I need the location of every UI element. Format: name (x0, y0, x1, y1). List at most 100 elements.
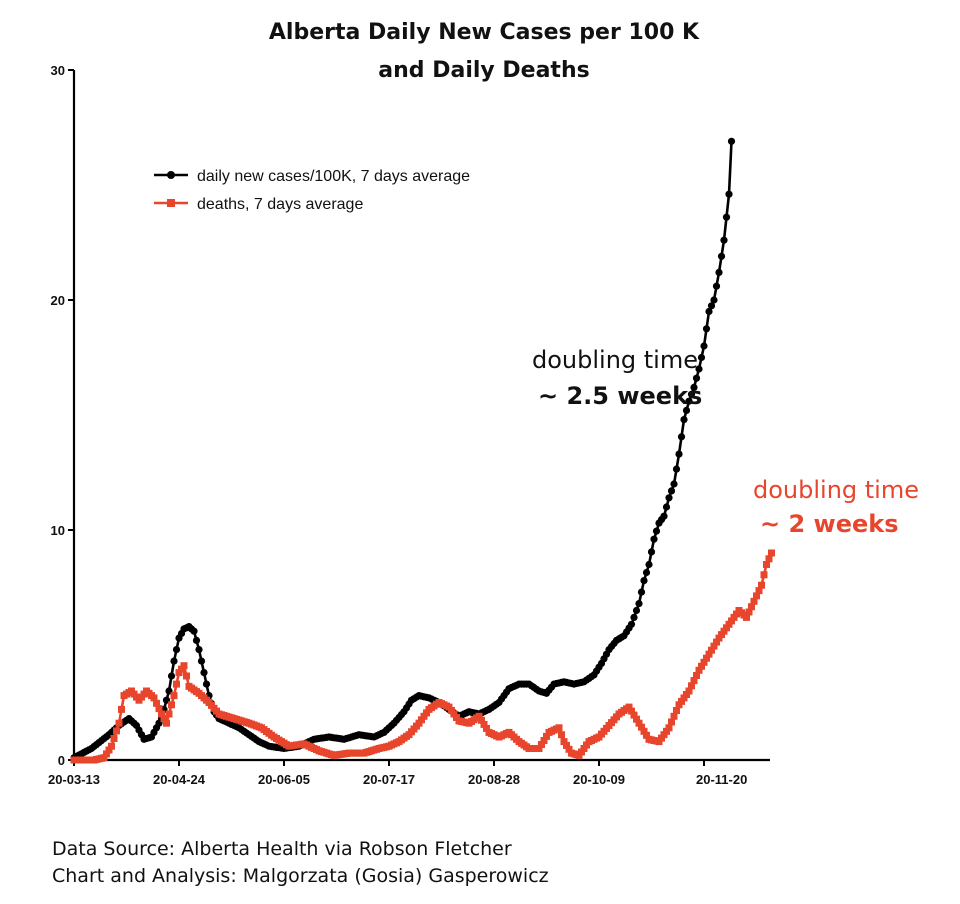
x-tick-label: 20-10-09 (573, 772, 625, 787)
data-point (645, 560, 653, 569)
data-point (165, 710, 173, 718)
analysis-credit-text: Chart and Analysis: Malgorzata (Gosia) G… (52, 865, 549, 887)
series-line (73, 141, 733, 759)
data-point (635, 600, 643, 608)
data-point (535, 745, 543, 752)
data-point (690, 383, 698, 391)
x-tick-label: 20-06-05 (258, 772, 310, 787)
data-point (647, 548, 656, 556)
data-point (677, 433, 686, 441)
data-point (475, 712, 483, 720)
data-point (150, 694, 158, 702)
data-point (687, 390, 696, 398)
data-point (765, 555, 773, 563)
data-point (670, 480, 678, 488)
legend-entry-cases: daily new cases/100K, 7 days average (154, 168, 470, 185)
data-point (170, 657, 178, 665)
data-point (633, 715, 640, 723)
data-point (670, 712, 678, 720)
data-point (667, 487, 676, 495)
data-point (627, 620, 636, 628)
data-point (680, 416, 688, 424)
data-point (722, 213, 731, 221)
data-point (110, 735, 118, 742)
data-point (662, 503, 671, 511)
data-point (100, 754, 108, 762)
data-point (538, 741, 545, 748)
data-point (158, 710, 165, 718)
data-point (478, 716, 485, 724)
data-point (195, 646, 203, 654)
data-point (760, 571, 768, 579)
x-tick-label: 20-11-20 (696, 772, 747, 787)
data-point (750, 597, 758, 605)
data-point (168, 701, 175, 709)
data-point (755, 587, 763, 595)
data-point (712, 282, 721, 290)
data-point (690, 677, 698, 685)
data-point (197, 657, 206, 665)
x-ticks: 20-03-13 20-04-24 20-06-05 20-07-17 20-08-28… (48, 760, 747, 787)
data-point (180, 662, 188, 670)
data-point (642, 568, 651, 577)
data-point (637, 588, 646, 596)
data-point (707, 302, 716, 310)
x-tick-label: 20-08-28 (468, 772, 520, 787)
data-point (200, 669, 208, 677)
data-point (565, 745, 573, 753)
data-point (763, 561, 770, 568)
data-point (725, 190, 733, 198)
y-tick-label: 0 (58, 753, 65, 768)
data-point (190, 627, 198, 635)
data-point (540, 737, 548, 744)
data-point (660, 512, 668, 520)
data-point (685, 687, 693, 695)
data-point (682, 406, 691, 414)
data-point (698, 662, 705, 670)
data-point (695, 666, 703, 674)
data-point (695, 365, 703, 373)
credits: Data Source: Alberta Health via Robson F… (52, 836, 549, 890)
data-point (170, 692, 178, 700)
legend: daily new cases/100K, 7 days average dea… (154, 168, 470, 213)
data-point (173, 680, 180, 688)
data-point (483, 724, 490, 732)
x-tick-label: 20-04-24 (153, 772, 206, 787)
data-point (640, 727, 648, 735)
data-point (665, 724, 673, 732)
legend-marker-cases (167, 171, 175, 179)
data-point (705, 307, 713, 316)
data-point (692, 374, 701, 382)
data-point (632, 606, 641, 615)
data-point (108, 742, 115, 750)
data-point (625, 703, 633, 711)
data-point (650, 535, 658, 543)
data-point (717, 252, 726, 260)
data-point (153, 699, 160, 707)
data-point (480, 720, 488, 728)
data-point (643, 731, 650, 739)
data-point (720, 236, 728, 244)
annotation-deaths-line2: ~ 2 weeks (760, 510, 899, 538)
data-point (713, 638, 720, 646)
data-point (710, 642, 718, 650)
data-point (640, 577, 648, 585)
legend-entry-deaths: deaths, 7 days average (154, 196, 363, 213)
data-point (628, 707, 635, 715)
data-point (688, 682, 695, 690)
legend-label-cases: daily new cases/100K, 7 days average (197, 168, 470, 185)
data-point (115, 719, 123, 727)
data-point (183, 672, 190, 680)
data-point (702, 325, 711, 333)
data-point (113, 727, 120, 735)
data-point (697, 353, 706, 362)
data-point (563, 741, 570, 749)
data-point (727, 137, 736, 145)
data-point (675, 450, 683, 458)
chart-title-line2: and Daily Deaths (378, 58, 589, 83)
data-point (555, 724, 563, 732)
data-point (202, 680, 211, 688)
data-point (693, 672, 700, 679)
data-point (700, 342, 708, 350)
